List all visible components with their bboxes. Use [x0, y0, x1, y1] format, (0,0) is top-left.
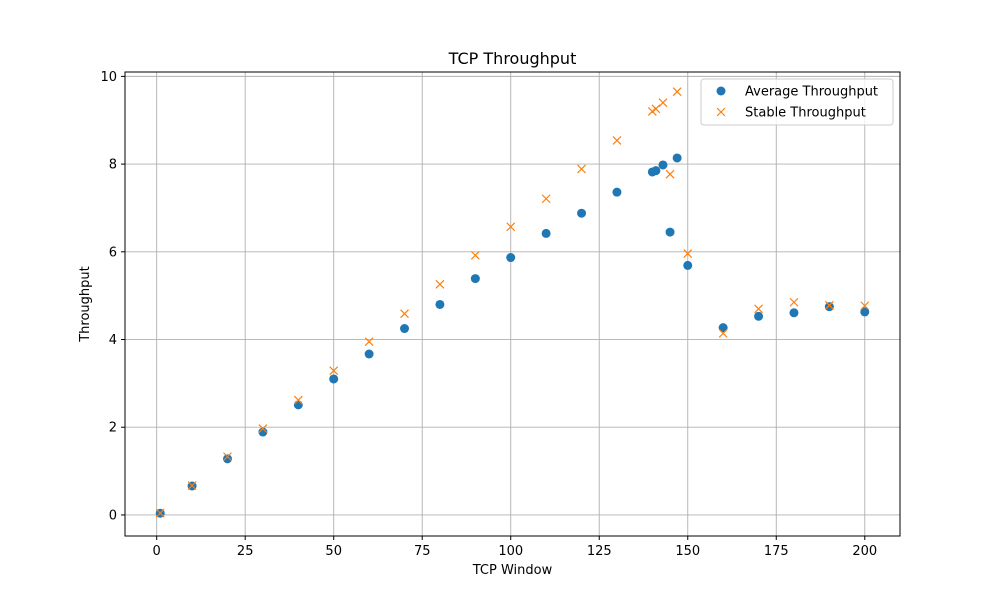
stable-throughput-point — [187, 481, 197, 490]
average-throughput-point — [860, 307, 870, 317]
x-tick-label: 100 — [498, 544, 523, 559]
axis-ticks: 0 25 50 75 100 125 150 175 200 0 2 4 6 8 10 — [100, 70, 877, 559]
average-throughput-point — [683, 260, 693, 270]
average-throughput-series — [155, 153, 870, 518]
stable-throughput-point — [612, 135, 622, 145]
legend-stable-throughput-label: Stable Throughput — [745, 106, 866, 121]
stable-throughput-point — [470, 250, 480, 260]
stable-throughput-point — [754, 304, 763, 314]
average-throughput-point — [541, 228, 551, 238]
average-throughput-point — [329, 374, 339, 384]
y-axis-label: Throughput — [78, 266, 93, 343]
plot-area — [155, 87, 870, 518]
stable-throughput-point — [400, 309, 409, 319]
stable-throughput-point — [683, 249, 693, 258]
y-tick-label: 2 — [109, 421, 117, 436]
stable-throughput-point — [860, 301, 870, 311]
x-tick-label: 200 — [852, 544, 877, 559]
y-tick-label: 6 — [109, 245, 117, 260]
average-throughput-point — [718, 323, 728, 333]
stable-throughput-point — [435, 279, 445, 289]
stable-throughput-point — [789, 297, 799, 307]
average-throughput-point — [258, 427, 268, 437]
x-tick-label: 75 — [414, 544, 431, 559]
average-throughput-point — [672, 153, 682, 163]
stable-throughput-point — [651, 104, 661, 114]
stable-throughput-point — [223, 452, 232, 462]
stable-throughput-point — [155, 508, 165, 518]
average-throughput-point — [400, 324, 410, 334]
legend-average-throughput-marker — [716, 86, 726, 96]
y-tick-label: 8 — [109, 158, 117, 173]
average-throughput-point — [293, 400, 303, 410]
legend-stable-throughput-marker — [716, 107, 726, 117]
stable-throughput-point — [718, 328, 728, 338]
x-axis-label: TCP Window — [472, 563, 553, 578]
stable-throughput-point — [258, 424, 268, 433]
legend-box — [700, 78, 894, 126]
average-throughput-point — [470, 274, 480, 284]
x-tick-label: 25 — [237, 544, 254, 559]
grid — [125, 72, 900, 536]
average-throughput-point — [435, 299, 445, 309]
x-tick-label: 175 — [764, 544, 789, 559]
average-throughput-point — [824, 302, 834, 312]
legend: Average Throughput Stable Throughput — [700, 78, 894, 126]
average-throughput-point — [506, 253, 516, 263]
x-tick-label: 0 — [153, 544, 161, 559]
average-throughput-point — [789, 308, 799, 318]
stable-throughput-point — [658, 98, 668, 108]
axes-frame — [124, 71, 901, 537]
stable-throughput-point — [672, 87, 682, 97]
average-throughput-point — [577, 208, 587, 218]
y-tick-label: 10 — [100, 70, 117, 85]
y-tick-label: 0 — [109, 508, 117, 523]
average-throughput-point — [665, 227, 675, 237]
x-tick-label: 150 — [675, 544, 700, 559]
stable-throughput-series — [155, 87, 870, 518]
stable-throughput-point — [577, 164, 586, 174]
stable-throughput-point — [541, 194, 551, 204]
chart-title: TCP Throughput — [448, 49, 577, 68]
average-throughput-point — [754, 311, 764, 321]
legend-average-throughput-label: Average Throughput — [745, 85, 878, 100]
stable-throughput-point — [293, 395, 303, 405]
stable-throughput-point — [506, 222, 516, 232]
y-tick-label: 4 — [109, 333, 117, 348]
average-throughput-point — [658, 160, 668, 170]
stable-throughput-point — [824, 300, 834, 310]
average-throughput-point — [222, 454, 232, 464]
stable-throughput-point — [329, 366, 339, 376]
average-throughput-point — [364, 349, 374, 359]
average-throughput-point — [651, 166, 661, 176]
x-tick-label: 125 — [587, 544, 612, 559]
stable-throughput-point — [364, 337, 374, 347]
x-tick-label: 50 — [325, 544, 342, 559]
stable-throughput-point — [665, 169, 675, 179]
average-throughput-point — [612, 187, 622, 197]
